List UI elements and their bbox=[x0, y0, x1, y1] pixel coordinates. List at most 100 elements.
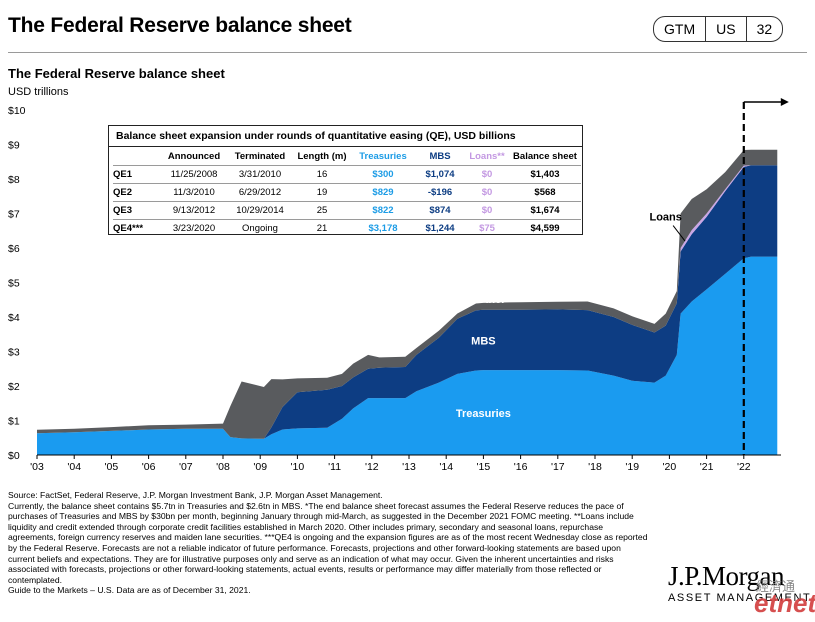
qe-table-caption: Balance sheet expansion under rounds of … bbox=[109, 126, 582, 147]
page-title: The Federal Reserve balance sheet bbox=[8, 14, 352, 37]
etnet-watermark: etnet bbox=[754, 588, 815, 618]
header-divider bbox=[8, 52, 807, 53]
y-tick-label: $1 bbox=[8, 416, 20, 428]
qe-col-treasuries: Treasuries bbox=[359, 151, 407, 162]
x-tick-label: '08 bbox=[216, 461, 230, 473]
qe-balance-sheet: $1,674 bbox=[509, 201, 581, 220]
qe-announced: 11/25/2008 bbox=[161, 165, 227, 184]
annotation-label: Loans bbox=[649, 211, 681, 223]
qe-mbs: $874 bbox=[415, 201, 465, 220]
qe-terminated: Ongoing bbox=[227, 219, 293, 237]
logo-subtitle: ASSET MANAGEMENT bbox=[668, 592, 812, 604]
watermark-chinese: 經濟通 bbox=[756, 579, 796, 594]
qe-balance-sheet: $4,599 bbox=[509, 219, 581, 237]
qe-round: QE4*** bbox=[113, 219, 161, 237]
qe-col-balance-sheet: Balance sheet bbox=[513, 151, 577, 162]
qe-balance-sheet: $1,403 bbox=[509, 165, 581, 184]
chart-title: The Federal Reserve balance sheet bbox=[8, 66, 225, 81]
loans-pointer-line bbox=[672, 225, 686, 242]
qe-loans: $0 bbox=[465, 183, 509, 202]
x-tick-label: '20 bbox=[663, 461, 677, 473]
table-row: QE3 9/13/2012 10/29/2014 25 $822 $874 $0… bbox=[113, 201, 581, 220]
x-tick-label: '11 bbox=[328, 461, 341, 473]
y-tick-label: $3 bbox=[8, 347, 20, 359]
x-tick-label: '12 bbox=[365, 461, 379, 473]
table-row: QE2 11/3/2010 6/29/2012 19 $829 -$196 $0… bbox=[113, 183, 581, 202]
qe-mbs: -$196 bbox=[415, 183, 465, 202]
qe-length: 21 bbox=[293, 219, 351, 237]
qe-col-terminated: Terminated bbox=[234, 151, 286, 162]
qe-announced: 11/3/2010 bbox=[161, 183, 227, 202]
annotation-label: MBS bbox=[471, 336, 495, 348]
area-treasuries bbox=[37, 256, 781, 455]
qe-round: QE3 bbox=[113, 201, 161, 220]
y-tick-label: $9 bbox=[8, 140, 20, 152]
qe-loans: $75 bbox=[465, 219, 509, 237]
qe-treasuries: $3,178 bbox=[351, 219, 415, 237]
y-axis-unit-label: USD trillions bbox=[8, 86, 69, 98]
qe-loans: $0 bbox=[465, 201, 509, 220]
qe-terminated: 10/29/2014 bbox=[227, 201, 293, 220]
x-tick-label: '07 bbox=[179, 461, 193, 473]
logo-name: J.P.Morgan bbox=[668, 561, 785, 591]
qe-mbs: $1,244 bbox=[415, 219, 465, 237]
qe-table: Announced Terminated Length (m) Treasuri… bbox=[113, 148, 581, 237]
qe-round: QE2 bbox=[113, 183, 161, 202]
qe-length: 25 bbox=[293, 201, 351, 220]
x-tick-label: '22 bbox=[737, 461, 751, 473]
forecast-arrow-head bbox=[780, 98, 789, 106]
chart-end-mask bbox=[777, 105, 801, 456]
x-tick-label: '09 bbox=[253, 461, 267, 473]
qe-length: 19 bbox=[293, 183, 351, 202]
jpmorgan-logo: J.P.Morgan ASSET MANAGEMENT bbox=[668, 562, 811, 604]
qe-table-box: Balance sheet expansion under rounds of … bbox=[108, 125, 583, 237]
x-tick-label: '19 bbox=[625, 461, 639, 473]
qe-balance-sheet: $568 bbox=[509, 183, 581, 202]
qe-col-loans: Loans** bbox=[469, 151, 505, 162]
qe-col-announced: Announced bbox=[167, 151, 221, 162]
table-row: QE4*** 3/23/2020 Ongoing 21 $3,178 $1,24… bbox=[113, 219, 581, 237]
x-tick-label: '06 bbox=[142, 461, 156, 473]
x-tick-label: '16 bbox=[514, 461, 528, 473]
annotation-label: Treasuries bbox=[456, 408, 511, 420]
qe-length: 16 bbox=[293, 165, 351, 184]
area-mbs bbox=[37, 165, 781, 439]
qe-loans: $0 bbox=[465, 165, 509, 184]
x-tick-label: '04 bbox=[67, 461, 81, 473]
qe-col-mbs: MBS bbox=[429, 151, 451, 162]
qe-table-header-row: Announced Terminated Length (m) Treasuri… bbox=[113, 148, 581, 166]
y-tick-label: $5 bbox=[8, 278, 20, 290]
qe-treasuries: $822 bbox=[351, 201, 415, 220]
qe-terminated: 6/29/2012 bbox=[227, 183, 293, 202]
qe-col-round bbox=[113, 148, 161, 166]
y-tick-label: $4 bbox=[8, 312, 20, 324]
qe-announced: 3/23/2020 bbox=[161, 219, 227, 237]
x-tick-label: '17 bbox=[551, 461, 565, 473]
qe-terminated: 3/31/2010 bbox=[227, 165, 293, 184]
y-tick-label: $8 bbox=[8, 174, 20, 186]
annotation-label: Other bbox=[476, 294, 506, 306]
tag-gtm: GTM bbox=[664, 21, 696, 37]
x-tick-label: '21 bbox=[700, 461, 714, 473]
x-tick-label: '10 bbox=[291, 461, 305, 473]
qe-round: QE1 bbox=[113, 165, 161, 184]
y-tick-label: $0 bbox=[8, 450, 20, 462]
balance-sheet-chart: $0 $1 $2 $3 $4 $5 $6 $7 $8 $9 $10 '03 '04 '05 '06 '07 '0… bbox=[8, 98, 801, 473]
footnotes: Source: FactSet, Federal Reserve, J.P. M… bbox=[8, 490, 648, 596]
x-tick-label: '05 bbox=[105, 461, 119, 473]
x-tick-label: '03 bbox=[30, 461, 44, 473]
qe-announced: 9/13/2012 bbox=[161, 201, 227, 220]
footnote-guide: Guide to the Markets – U.S. Data are as … bbox=[8, 585, 251, 596]
qe-col-length: Length (m) bbox=[297, 151, 347, 162]
x-tick-label: '15 bbox=[477, 461, 491, 473]
y-tick-label: $10 bbox=[8, 105, 26, 117]
table-row: QE1 11/25/2008 3/31/2010 16 $300 $1,074 … bbox=[113, 165, 581, 184]
qe-treasuries: $300 bbox=[351, 165, 415, 184]
tag-us: US bbox=[705, 17, 745, 41]
x-tick-label: '14 bbox=[439, 461, 453, 473]
footnote-source: Source: FactSet, Federal Reserve, J.P. M… bbox=[8, 490, 383, 500]
y-tick-label: $2 bbox=[8, 381, 20, 393]
footnote-body: Currently, the balance sheet contains $5… bbox=[8, 500, 648, 585]
qe-mbs: $1,074 bbox=[415, 165, 465, 184]
y-tick-label: $6 bbox=[8, 243, 20, 255]
